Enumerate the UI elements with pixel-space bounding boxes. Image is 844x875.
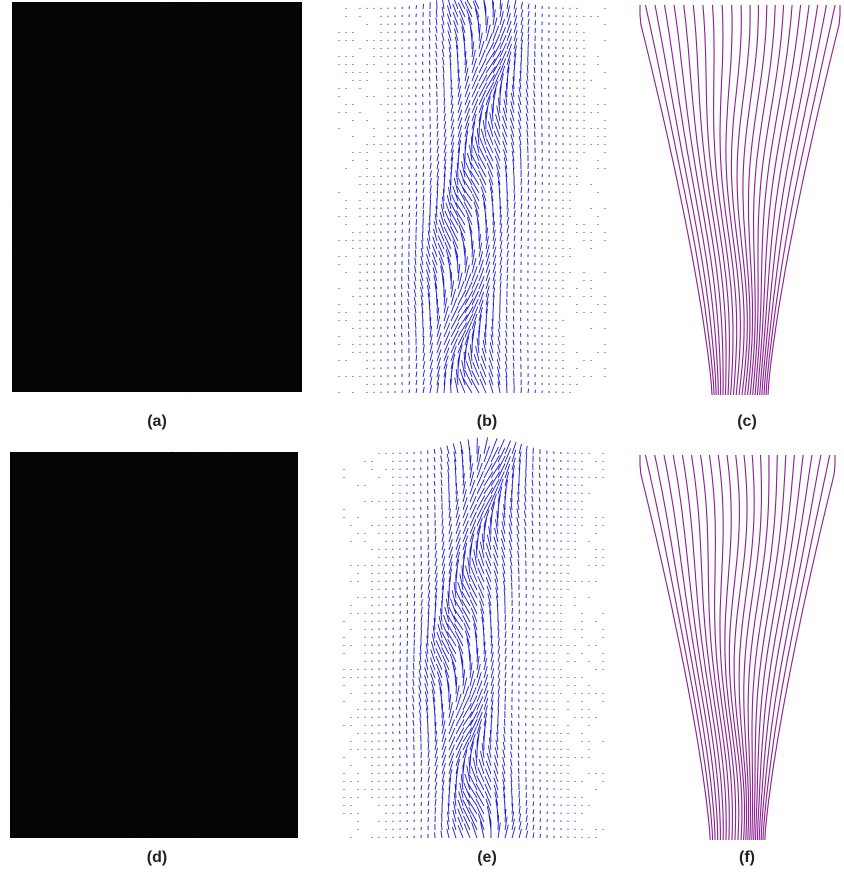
particle-image	[12, 2, 302, 392]
streamline	[751, 454, 778, 841]
streamline	[754, 454, 795, 841]
streamline	[692, 4, 727, 396]
particle-image	[10, 452, 298, 838]
panel-label: (b)	[477, 413, 497, 430]
streamline	[758, 454, 813, 841]
streamline	[765, 4, 836, 396]
streamline	[724, 454, 740, 841]
streamline	[644, 4, 715, 396]
streamline	[767, 5, 841, 396]
panel-label: (e)	[477, 849, 497, 866]
streamline	[742, 5, 759, 396]
streamline	[743, 454, 763, 841]
streamline	[681, 454, 724, 841]
streamline	[733, 454, 748, 841]
streamline	[644, 454, 714, 841]
streamline	[760, 454, 822, 841]
streamline	[753, 454, 787, 841]
streamline	[754, 4, 793, 396]
streamline	[761, 4, 819, 396]
streamline	[639, 5, 713, 396]
streamline	[654, 454, 716, 841]
streamline	[683, 4, 724, 396]
streamline	[764, 455, 836, 841]
streamline	[719, 4, 738, 396]
streamline	[759, 4, 810, 396]
streamline	[763, 4, 827, 396]
panel-label: (f)	[739, 849, 755, 866]
streamline	[756, 454, 804, 841]
streamline	[639, 455, 711, 841]
streamline	[725, 4, 741, 396]
streamline	[672, 454, 721, 840]
streamline	[736, 4, 751, 396]
streamline	[762, 454, 831, 841]
streamline	[702, 4, 730, 396]
streamline	[738, 454, 755, 841]
panel-label: (a)	[147, 413, 167, 430]
streamline	[663, 4, 719, 396]
streamline	[708, 454, 733, 841]
streamline	[717, 454, 737, 841]
streamline	[730, 4, 745, 396]
vector-field	[338, 0, 606, 394]
streamline	[752, 4, 785, 396]
vector-field	[343, 437, 604, 839]
streamline	[690, 454, 727, 841]
streamline	[747, 455, 770, 841]
panel-label: (c)	[737, 413, 757, 430]
streamline	[699, 454, 730, 841]
streamline	[673, 4, 722, 395]
streamline	[747, 4, 768, 396]
streamline	[728, 454, 743, 841]
streamline	[749, 4, 776, 396]
streamline	[756, 4, 802, 396]
panel-label: (d)	[147, 849, 167, 866]
streamline	[663, 454, 719, 841]
streamline	[711, 4, 734, 396]
streamline	[654, 4, 717, 396]
